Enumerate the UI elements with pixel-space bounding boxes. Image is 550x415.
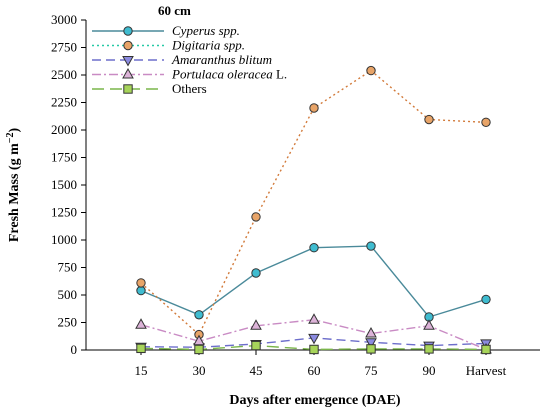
data-point-others [481,344,491,355]
data-point-others [194,344,204,355]
data-point-digitaria-spp [309,103,319,113]
y-axis-title: Fresh Mass (g m−2) [5,128,22,243]
data-point-others [136,343,146,354]
legend-marker-others [123,84,133,94]
x-tick-label: Harvest [466,363,507,378]
data-point-others [366,344,376,354]
x-axis-title: Days after emergence (DAE) [229,393,401,408]
data-point-cyperus-spp [194,310,204,320]
y-tick-label: 1000 [51,232,77,247]
data-point-portulaca-oleracea-l [308,313,320,324]
y-tick-label: 250 [58,315,78,330]
series-cyperus-spp [136,241,491,322]
y-tick-label: 1750 [51,150,77,165]
y-tick-label: 2500 [51,67,77,82]
legend-entry-others: Others [92,81,207,96]
legend-entry-digitaria-spp: Digitaria spp. [92,38,245,53]
data-point-digitaria-spp [366,65,376,76]
x-tick-label: 45 [250,363,263,378]
legend-label-amaranthus-blitum: Amaranthus blitum [171,52,272,67]
legend-label-cyperus-spp: Cyperus spp. [172,23,240,38]
data-point-cyperus-spp [309,243,319,253]
y-tick-label: 2750 [51,40,77,55]
y-tick-label: 500 [58,287,78,302]
data-point-others [251,340,261,351]
data-point-digitaria-spp [481,117,491,128]
series-others [136,340,491,355]
legend-label-digitaria-spp: Digitaria spp. [171,38,245,53]
legend-entry-portulaca-oleracea-l: Portulaca oleracea L. [92,67,287,82]
legend-label-main: Portulaca oleracea [171,67,273,82]
series-line-cyperus-spp [140,245,487,318]
x-tick-label: 15 [135,363,148,378]
data-point-digitaria-spp [251,212,261,222]
legend-label-suffix: L. [273,67,287,82]
legend-label-main: Others [172,81,207,96]
y-tick-label: 0 [71,342,78,357]
data-point-amaranthus-blitum [308,333,320,345]
data-point-portulaca-oleracea-l [193,334,205,346]
data-point-cyperus-spp [366,241,376,251]
data-point-others [424,344,434,354]
legend-label-others: Others [172,81,207,96]
data-point-amaranthus-blitum [365,338,377,349]
data-point-digitaria-spp [136,278,146,288]
data-point-portulaca-oleracea-l [423,319,435,330]
legend-label-main: Amaranthus blitum [171,52,272,67]
legend-marker-amaranthus-blitum [122,56,134,67]
data-point-cyperus-spp [136,285,146,296]
y-tick-label: 1250 [51,205,77,220]
data-point-portulaca-oleracea-l [365,326,377,338]
x-tick-label: 60 [308,363,321,378]
data-point-cyperus-spp [481,294,491,305]
x-tick-label: 90 [423,363,436,378]
legend-marker-digitaria-spp [123,40,133,51]
data-point-portulaca-oleracea-l [135,318,147,329]
y-tick-label: 1500 [51,177,77,192]
y-tick-label: 750 [58,260,78,275]
data-point-portulaca-oleracea-l [250,319,262,330]
series-digitaria-spp [136,65,491,340]
legend-label-portulaca-oleracea-l: Portulaca oleracea L. [171,67,287,82]
data-point-others [309,344,319,355]
legend-marker-cyperus-spp [123,26,133,36]
chart-title: 60 cm [158,3,191,18]
legend-marker-portulaca-oleracea-l [122,67,134,79]
y-tick-label: 2000 [51,122,77,137]
x-tick-label: 30 [193,363,206,378]
legend-label-main: Cyperus spp. [172,23,240,38]
legend-label-main: Digitaria spp. [171,38,245,53]
x-tick-label: 75 [365,363,378,378]
legend-entry-cyperus-spp: Cyperus spp. [92,23,240,38]
legend-entry-amaranthus-blitum: Amaranthus blitum [92,52,272,67]
y-tick-label: 2250 [51,95,77,110]
y-tick-label: 3000 [51,12,77,27]
data-point-cyperus-spp [251,268,261,278]
data-point-digitaria-spp [424,114,434,125]
